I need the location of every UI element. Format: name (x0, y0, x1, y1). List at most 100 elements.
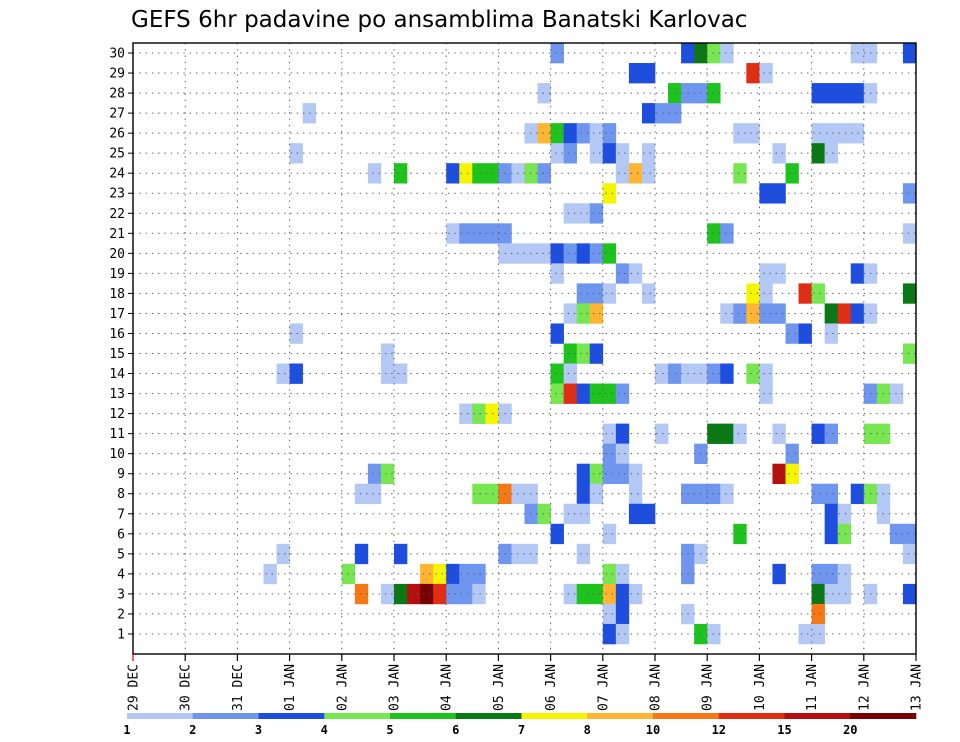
colorbar-swatch (192, 713, 259, 719)
heatmap-cell (563, 123, 577, 144)
heatmap-cell (589, 143, 604, 164)
heatmap-cell (824, 323, 838, 344)
heatmap-cell (615, 443, 630, 464)
heatmap-cell (563, 383, 577, 404)
heatmap-cell (576, 283, 604, 304)
x-tick-label: 10 JAN (753, 664, 768, 711)
heatmap-cell (615, 603, 630, 625)
heatmap-cell (759, 263, 786, 284)
heatmap-cell (563, 243, 577, 264)
heatmap-cell (394, 163, 408, 184)
y-tick-label: 13 (109, 387, 125, 402)
heatmap-cell (576, 383, 591, 404)
heatmap-cell (746, 283, 760, 304)
heatmap-cell (628, 583, 643, 605)
heatmap-cell (759, 363, 773, 384)
heatmap-cell (733, 163, 747, 184)
x-tick-label: 13 JAN (910, 664, 925, 711)
heatmap-cell (837, 303, 852, 324)
heatmap-cell (615, 563, 630, 585)
colorbar-swatch (455, 713, 522, 719)
heatmap-cell (354, 583, 369, 605)
colorbar-swatch (521, 713, 588, 719)
heatmap-cell (602, 243, 617, 264)
heatmap-cell (902, 223, 917, 244)
heatmap-cell (537, 83, 551, 104)
heatmap-cells (263, 43, 917, 645)
heatmap-cell (720, 303, 734, 324)
heatmap-cell (655, 103, 682, 124)
heatmap-cell (850, 263, 865, 284)
chart-title: GEFS 6hr padavine po ansamblima Banatski… (131, 7, 747, 33)
heatmap-cell (589, 203, 604, 224)
y-tick-label: 30 (109, 47, 125, 62)
heatmap-cell (615, 583, 630, 605)
heatmap-cell (628, 503, 656, 525)
y-tick-label: 17 (109, 307, 125, 322)
heatmap-cell (602, 283, 617, 304)
x-tick-label: 03 JAN (388, 664, 403, 711)
heatmap-cell (602, 563, 617, 585)
heatmap-cell (759, 303, 786, 324)
heatmap-cell (889, 523, 917, 545)
heatmap-cell (902, 43, 917, 64)
heatmap-cell (472, 403, 486, 424)
colorbar-swatch (850, 713, 917, 719)
heatmap-cell (472, 583, 486, 605)
colorbar-swatch (784, 713, 851, 719)
x-tick-label: 06 JAN (544, 664, 559, 711)
heatmap-cell (720, 483, 734, 505)
heatmap-cell (446, 563, 460, 585)
y-tick-label: 18 (109, 287, 125, 302)
heatmap-cell (302, 103, 316, 124)
heatmap-cell (811, 483, 838, 505)
y-tick-label: 21 (109, 227, 125, 242)
heatmap-cell (602, 603, 617, 625)
heatmap-cell (550, 43, 564, 64)
heatmap-cell (850, 483, 865, 505)
colorbar-swatch (653, 713, 720, 719)
heatmap-cell (354, 483, 382, 505)
heatmap-cell (824, 143, 838, 164)
heatmap-cell (563, 583, 577, 605)
colorbar-label: 2 (189, 723, 196, 737)
heatmap-cell (576, 243, 591, 264)
heatmap-cell (576, 123, 591, 144)
x-tick-label: 29 DEC (127, 664, 142, 711)
y-tick-label: 10 (109, 447, 125, 462)
heatmap-cell (824, 583, 852, 605)
heatmap-cell (550, 263, 564, 284)
heatmap-cell (798, 623, 825, 645)
x-tick-label: 07 JAN (596, 664, 611, 711)
heatmap-cell (811, 563, 838, 585)
heatmap-cell (602, 143, 617, 164)
heatmap-cell (668, 363, 682, 384)
x-tick-label: 02 JAN (335, 664, 350, 711)
heatmap-cell (655, 423, 669, 444)
heatmap-cell (785, 463, 799, 485)
heatmap-cell (655, 363, 669, 384)
x-axis: 29 DEC 30 DEC 31 DEC 01 JAN 02 JAN 03 JAN 04 J… (127, 654, 925, 711)
y-tick-label: 5 (117, 547, 125, 562)
colorbar-swatch (324, 713, 391, 719)
y-tick-label: 23 (109, 187, 125, 202)
heatmap-cell (785, 443, 799, 464)
heatmap-cell (772, 463, 786, 485)
heatmap-cell (576, 483, 591, 505)
colorbar-label: 20 (843, 723, 857, 737)
y-tick-label: 27 (109, 107, 125, 122)
grid-lines (133, 43, 916, 654)
heatmap-cell (367, 163, 382, 184)
heatmap-cell (563, 343, 577, 364)
y-tick-label: 20 (109, 247, 125, 262)
x-tick-label: 12 JAN (857, 664, 872, 711)
y-tick-label: 12 (109, 407, 125, 422)
heatmap-cell (824, 303, 838, 324)
x-tick-label: 31 DEC (231, 664, 246, 711)
plot-frame (132, 42, 917, 655)
heatmap-cell (602, 523, 617, 545)
heatmap-cell (785, 323, 799, 344)
y-tick-label: 9 (117, 467, 125, 482)
heatmap-cell (902, 543, 917, 565)
heatmap-cell (394, 583, 408, 605)
